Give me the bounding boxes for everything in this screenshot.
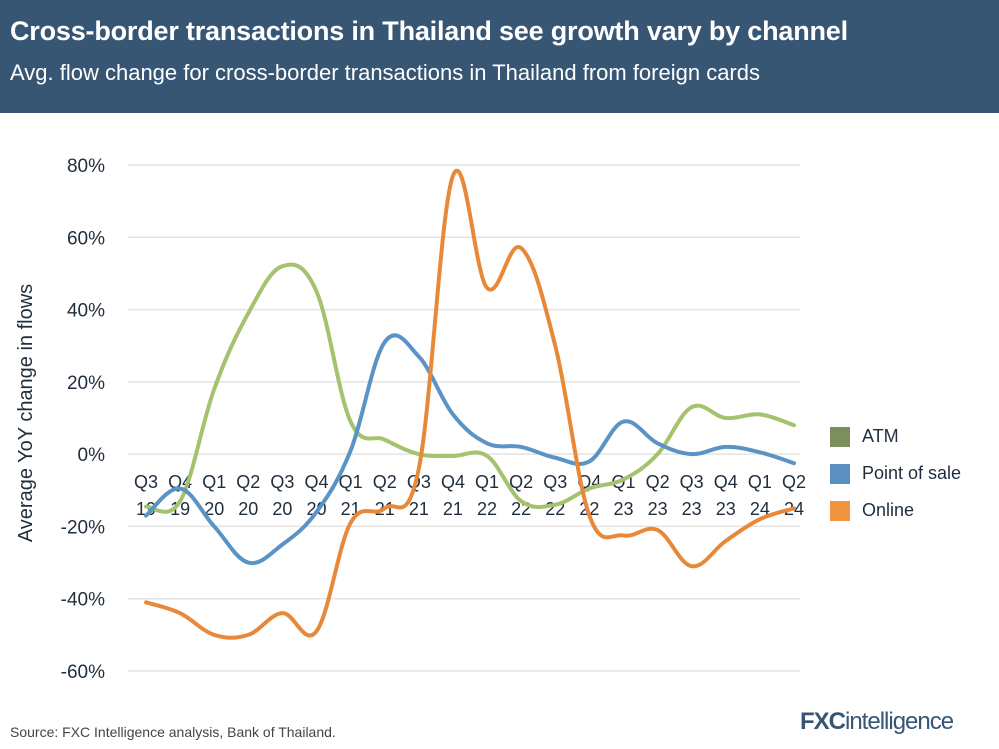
x-tick-label: Q3 [270, 472, 294, 492]
x-tick-label: Q1 [748, 472, 772, 492]
x-tick-label: Q4 [305, 472, 329, 492]
fxc-logo: FXCintelligence [800, 708, 954, 735]
x-tick-label: 20 [204, 499, 224, 519]
series-line-point-of-sale [144, 333, 796, 566]
x-tick-label: 24 [750, 499, 770, 519]
legend-swatch [830, 463, 850, 484]
x-tick-label: Q4 [441, 472, 465, 492]
x-tick-label: Q2 [509, 472, 533, 492]
x-tick-label: 23 [682, 499, 702, 519]
x-tick-label: 22 [477, 499, 497, 519]
y-tick-label: -60% [61, 662, 105, 683]
x-tick-label: Q2 [782, 472, 806, 492]
legend-item-point-of-sale: Point of sale [830, 455, 990, 492]
source-note: Source: FXC Intelligence analysis, Bank … [10, 724, 336, 740]
x-tick-label: Q2 [236, 472, 260, 492]
x-tick-label: 19 [136, 499, 156, 519]
legend-label: ATM [862, 426, 899, 446]
y-axis-label: Average YoY change in flows [15, 284, 37, 542]
x-tick-label: Q2 [646, 472, 670, 492]
chart-title: Cross-border transactions in Thailand se… [10, 16, 848, 46]
y-tick-label: -20% [61, 517, 105, 538]
legend-label: Point of sale [862, 463, 962, 483]
x-tick-label: Q3 [543, 472, 567, 492]
x-tick-label: 21 [409, 499, 429, 519]
legend: ATM Point of sale Online [830, 418, 990, 529]
x-tick-label: 23 [648, 499, 668, 519]
y-tick-label: 80% [67, 156, 105, 177]
y-tick-label: 20% [67, 373, 105, 394]
legend-item-atm: ATM [830, 418, 990, 455]
x-tick-label: 21 [443, 499, 463, 519]
x-tick-label: Q2 [373, 472, 397, 492]
y-tick-label: -40% [61, 590, 105, 611]
chart-subtitle: Avg. flow change for cross-border transa… [10, 60, 760, 85]
x-tick-label: Q1 [475, 472, 499, 492]
x-tick-label: Q4 [714, 472, 738, 492]
x-tick-label: Q1 [202, 472, 226, 492]
header: Cross-border transactions in Thailand se… [0, 0, 999, 113]
series-line-online [144, 169, 796, 640]
x-tick-label: 20 [272, 499, 292, 519]
x-tick-label: 20 [238, 499, 258, 519]
x-tick-label: Q3 [134, 472, 158, 492]
x-tick-label: 23 [716, 499, 736, 519]
legend-swatch [830, 426, 850, 447]
y-tick-label: 0% [78, 445, 106, 466]
x-tick-label: 19 [170, 499, 190, 519]
x-tick-label: Q1 [339, 472, 363, 492]
y-tick-label: 60% [67, 228, 105, 249]
legend-item-online: Online [830, 492, 990, 529]
legend-label: Online [862, 500, 915, 520]
y-tick-label: 40% [67, 301, 105, 322]
x-tick-label: Q3 [680, 472, 704, 492]
x-tick-label: 23 [613, 499, 633, 519]
legend-swatch [830, 500, 850, 521]
